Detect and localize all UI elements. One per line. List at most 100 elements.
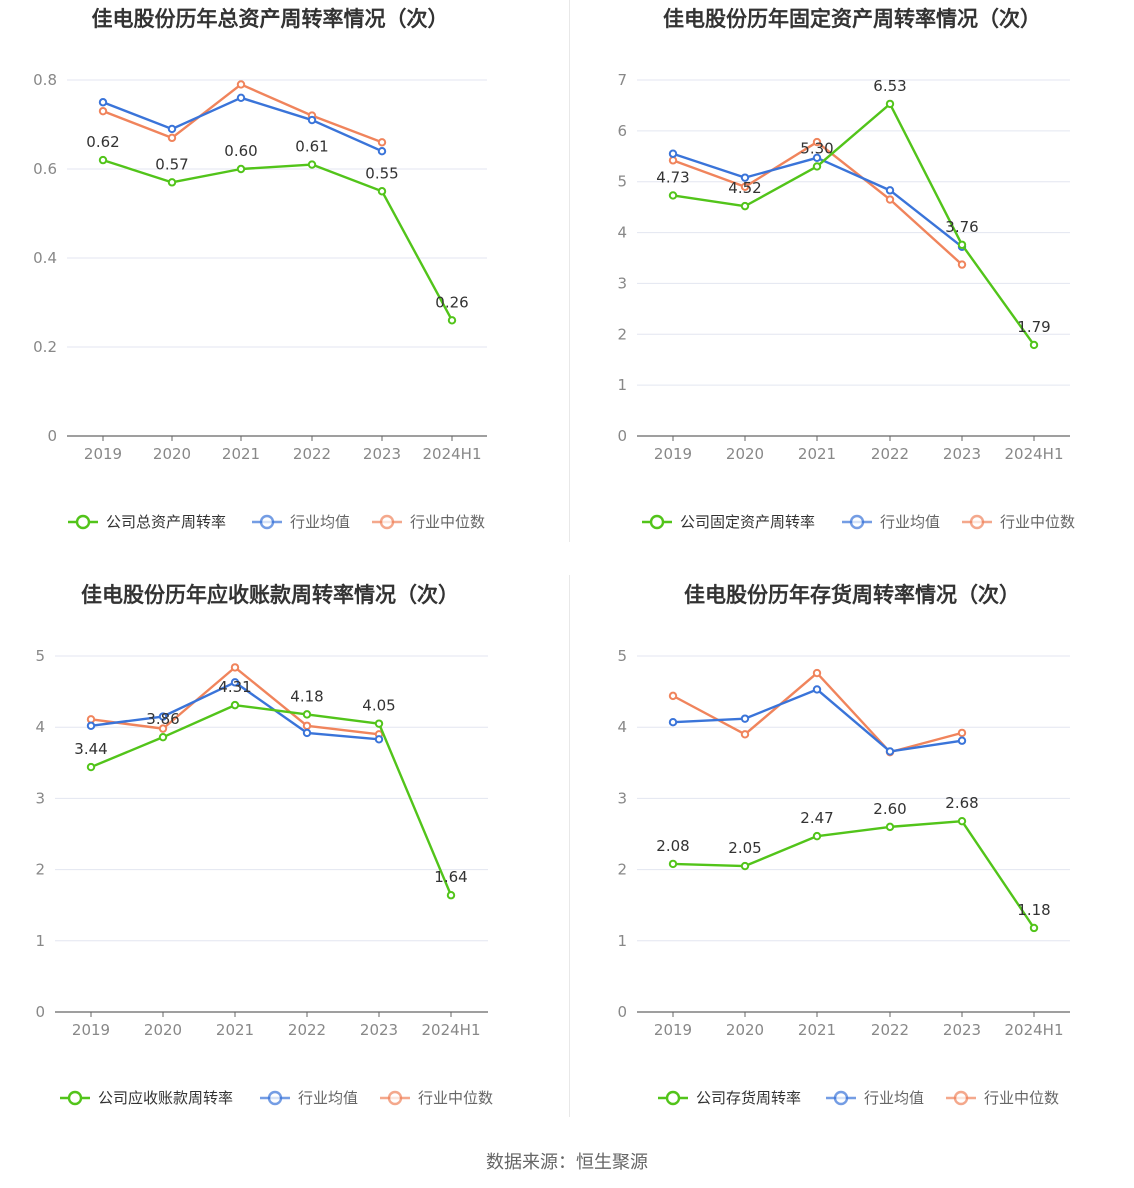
- data-point: [957, 240, 967, 249]
- series-line: [672, 688, 963, 753]
- y-tick-label: 0.6: [33, 160, 57, 178]
- series-line: [90, 703, 453, 896]
- x-tick-label: 2021: [216, 1021, 254, 1039]
- x-tick-label: 2023: [943, 1021, 981, 1039]
- data-point: [236, 93, 246, 103]
- x-tick-label: 2020: [726, 445, 764, 463]
- legend-swatch-marker: [75, 514, 91, 530]
- data-point: [668, 191, 678, 200]
- data-point: [668, 718, 678, 727]
- x-tick-label: 2019: [72, 1021, 110, 1039]
- data-point: [740, 201, 750, 211]
- data-point: [98, 106, 108, 116]
- x-tick-label: 2024H1: [423, 445, 482, 463]
- x-tick-label: 2022: [871, 445, 909, 463]
- x-tick-label: 2021: [798, 445, 836, 463]
- y-tick-label: 4: [617, 224, 627, 242]
- x-tick-label: 2020: [144, 1021, 182, 1039]
- data-point: [374, 719, 384, 728]
- legend-entry: 行业均值: [864, 1089, 924, 1107]
- data-point: [307, 115, 317, 125]
- legend-entry: 行业均值: [298, 1089, 358, 1107]
- x-tick-label: 2022: [871, 1021, 909, 1039]
- x-tick-label: 2022: [288, 1021, 326, 1039]
- series-line: [672, 102, 1035, 346]
- data-point: [957, 816, 967, 826]
- data-point: [167, 124, 177, 134]
- data-point: [167, 178, 177, 187]
- data-point: [230, 678, 240, 687]
- data-label: 2.05: [728, 839, 761, 857]
- series-line: [672, 671, 963, 754]
- x-tick-label: 2023: [360, 1021, 398, 1039]
- y-tick-label: 0: [35, 1003, 45, 1021]
- data-point: [446, 891, 456, 900]
- data-label: 2.47: [800, 809, 833, 827]
- y-tick-label: 1: [617, 376, 627, 394]
- legend-entry: 公司固定资产周转率: [680, 513, 815, 531]
- y-tick-label: 2: [617, 861, 627, 879]
- data-label: 2.60: [873, 800, 906, 818]
- legend-swatch-marker: [833, 1090, 849, 1106]
- data-point: [98, 98, 108, 107]
- y-tick-label: 0: [47, 427, 57, 445]
- legend-swatch-marker: [267, 1090, 283, 1106]
- x-tick-label: 2020: [726, 1021, 764, 1039]
- data-source-label: 数据来源：恒生聚源: [486, 1152, 648, 1173]
- legend-swatch-marker: [849, 514, 865, 530]
- x-tick-label: 2021: [222, 445, 260, 463]
- chart-title: 佳电股份历年固定资产周转率情况（次）: [663, 7, 1041, 31]
- data-point: [885, 747, 895, 756]
- legend-entry: 行业中位数: [984, 1089, 1059, 1107]
- y-tick-label: 5: [617, 173, 627, 191]
- legend-swatch-marker: [387, 1090, 403, 1106]
- data-point: [307, 160, 317, 169]
- data-point: [302, 721, 312, 730]
- legend-entry: 公司存货周转率: [696, 1089, 801, 1107]
- x-tick-label: 2024H1: [422, 1021, 481, 1039]
- data-point: [812, 831, 822, 841]
- y-tick-label: 0.8: [33, 71, 57, 89]
- data-point: [740, 714, 750, 723]
- legend-swatch-marker: [67, 1090, 83, 1106]
- y-tick-label: 5: [35, 647, 45, 665]
- legend-entry: 公司总资产周转率: [106, 513, 226, 531]
- data-label: 3.76: [945, 218, 978, 236]
- data-label: 4.52: [728, 179, 761, 197]
- y-tick-label: 3: [35, 789, 45, 807]
- data-label: 6.53: [873, 77, 906, 95]
- y-tick-label: 3: [617, 789, 627, 807]
- data-point: [885, 99, 895, 109]
- data-point: [885, 822, 895, 832]
- y-tick-label: 3: [617, 274, 627, 292]
- legend-entry: 公司应收账款周转率: [98, 1089, 233, 1107]
- chart-title: 佳电股份历年应收账款周转率情况（次）: [81, 583, 459, 607]
- series-line: [672, 819, 1035, 929]
- data-point: [377, 187, 387, 196]
- y-tick-label: 7: [617, 71, 627, 89]
- data-point: [740, 173, 750, 182]
- data-label: 0.61: [295, 138, 328, 156]
- y-tick-label: 0: [617, 427, 627, 445]
- y-tick-label: 0.2: [33, 338, 57, 356]
- y-tick-label: 0.4: [33, 249, 57, 267]
- data-point: [158, 732, 168, 742]
- data-point: [374, 735, 384, 744]
- data-point: [957, 736, 967, 745]
- legend-entry: 行业中位数: [1000, 513, 1075, 531]
- data-point: [158, 724, 168, 733]
- data-point: [740, 182, 750, 192]
- series-line: [102, 158, 454, 321]
- legend-swatch-marker: [649, 514, 665, 530]
- x-tick-label: 2019: [654, 445, 692, 463]
- y-tick-label: 4: [617, 718, 627, 736]
- data-label: 0.60: [224, 142, 257, 160]
- x-tick-label: 2023: [943, 445, 981, 463]
- data-label: 0.62: [86, 133, 119, 151]
- data-label: 1.79: [1017, 318, 1050, 336]
- data-point: [885, 186, 895, 195]
- legend-swatch-marker: [665, 1090, 681, 1106]
- x-tick-label: 2021: [798, 1021, 836, 1039]
- data-label: 4.05: [362, 697, 395, 715]
- data-point: [812, 685, 822, 694]
